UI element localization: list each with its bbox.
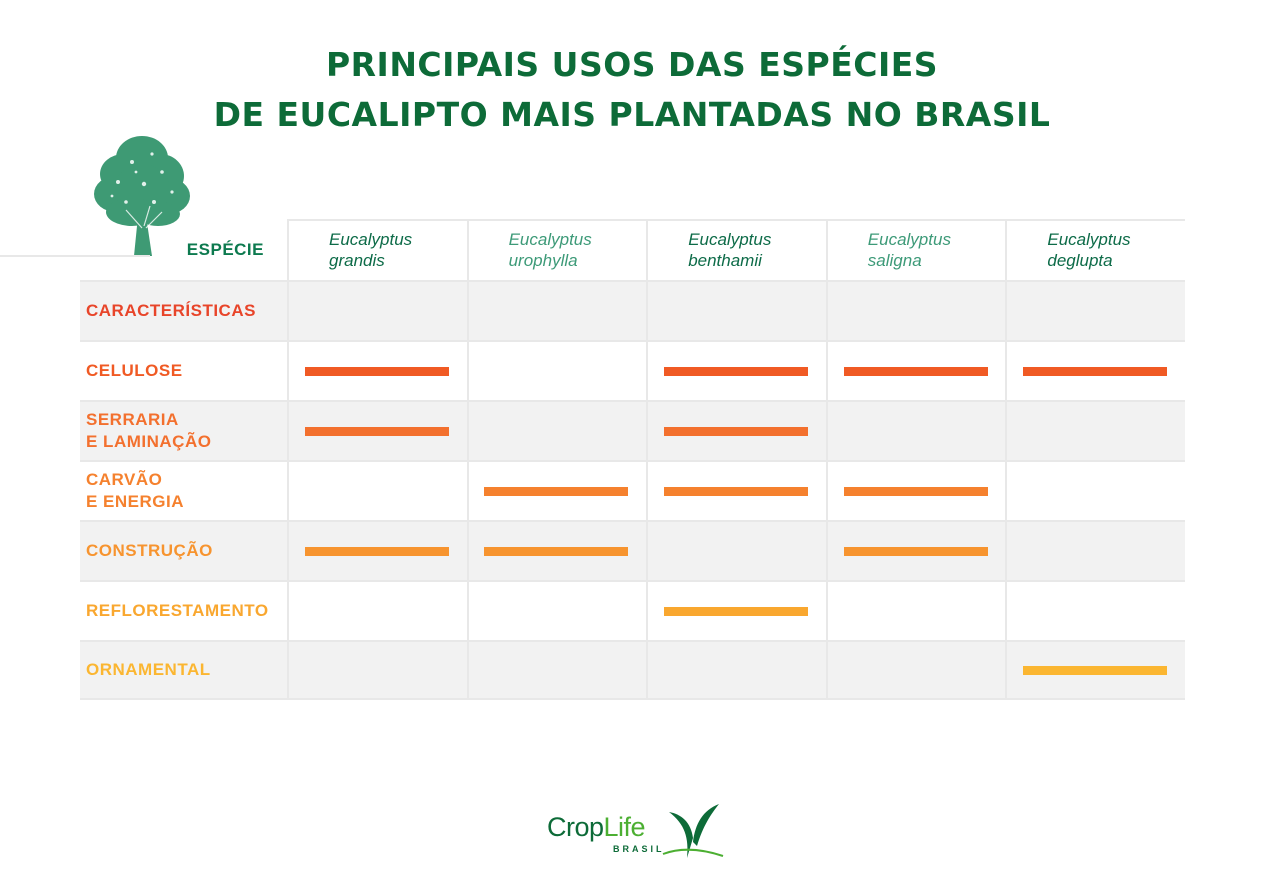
usage-bar [663, 426, 808, 436]
usage-bar [663, 366, 808, 376]
usage-bar [484, 486, 629, 496]
table-cell [1005, 462, 1185, 520]
table-cell [287, 642, 467, 698]
table-cell [287, 462, 467, 520]
usage-bar [663, 486, 808, 496]
row-label: CONSTRUÇÃO [86, 541, 213, 560]
table-cell [466, 342, 647, 400]
table-cell [1005, 342, 1185, 400]
page-title: PRINCIPAIS USOS DAS ESPÉCIES DE EUCALIPT… [0, 40, 1264, 140]
table-cell [466, 642, 647, 698]
species-genus: Eucalyptus [508, 230, 592, 249]
species-name: deglupta [1047, 251, 1113, 270]
table-cell [287, 342, 467, 400]
species-name: urophylla [508, 251, 578, 270]
table-cell [825, 282, 1006, 340]
usage-bar [304, 426, 449, 436]
species-genus: Eucalyptus [329, 230, 413, 249]
table-cell [287, 582, 467, 640]
table-cell [1005, 522, 1185, 580]
species-header-deglupta: Eucalyptus deglupta [1005, 221, 1185, 280]
species-header-saligna: Eucalyptus saligna [825, 221, 1006, 280]
table-cell [825, 402, 1006, 460]
row-label: REFLORESTAMENTO [86, 601, 269, 620]
table-cell [646, 402, 826, 460]
species-name: benthamii [688, 251, 762, 270]
table-cell [646, 582, 826, 640]
table-cell [1005, 402, 1185, 460]
title-line-2: DE EUCALIPTO MAIS PLANTADAS NO BRASIL [213, 95, 1051, 134]
table-cell [646, 642, 826, 698]
table-cell [1005, 582, 1185, 640]
table-cell [287, 282, 467, 340]
table-cell [825, 342, 1006, 400]
usage-bar [484, 546, 629, 556]
croplife-logo: CropLife BRASIL [545, 798, 725, 864]
logo-subtitle: BRASIL [613, 844, 665, 854]
table-cell [287, 402, 467, 460]
table-row: CARVÃO E ENERGIA [80, 460, 1185, 520]
usage-bar [663, 606, 808, 616]
table-cell [825, 642, 1006, 698]
table-cell [466, 582, 647, 640]
table-cell [287, 522, 467, 580]
table-cell [466, 402, 647, 460]
table-cell [825, 582, 1006, 640]
species-name: saligna [867, 251, 922, 270]
tree-icon [94, 136, 190, 256]
decorative-divider [0, 255, 150, 257]
table-cell [646, 522, 826, 580]
table-header-row: ESPÉCIE Eucalyptus grandis Eucalyptus uroph… [187, 219, 1185, 280]
species-header-urophylla: Eucalyptus urophylla [466, 221, 647, 280]
row-label: CELULOSE [86, 361, 183, 380]
usage-bar [843, 366, 988, 376]
table-cell [466, 462, 647, 520]
species-genus: Eucalyptus [1047, 230, 1131, 249]
table-row: CONSTRUÇÃO [80, 520, 1185, 580]
table-cell [466, 282, 647, 340]
table-row: SERRARIA E LAMINAÇÃO [80, 400, 1185, 460]
species-genus: Eucalyptus [867, 230, 951, 249]
table-cell [646, 282, 826, 340]
row-label: ORNAMENTAL [86, 660, 211, 679]
table-row: ORNAMENTAL [80, 640, 1185, 700]
table-row: REFLORESTAMENTO [80, 580, 1185, 640]
row-label: SERRARIA E LAMINAÇÃO [86, 410, 212, 451]
table-cell [825, 522, 1006, 580]
usage-bar [1023, 366, 1168, 376]
table-cell [1005, 282, 1185, 340]
species-header-benthamii: Eucalyptus benthamii [646, 221, 826, 280]
title-line-1: PRINCIPAIS USOS DAS ESPÉCIES [325, 45, 939, 84]
logo-wordmark: CropLife [547, 812, 646, 842]
usage-bar [304, 546, 449, 556]
usage-bar [1023, 665, 1168, 675]
row-label: CARVÃO E ENERGIA [86, 470, 185, 511]
table-cell [466, 522, 647, 580]
species-uses-table: ESPÉCIE Eucalyptus grandis Eucalyptus uroph… [80, 219, 1185, 700]
table-row: CELULOSE [80, 340, 1185, 400]
table-cell [825, 462, 1006, 520]
species-header-grandis: Eucalyptus grandis [287, 221, 467, 280]
table-cell [646, 462, 826, 520]
usage-bar [843, 546, 988, 556]
table-cell [646, 342, 826, 400]
species-name: grandis [329, 251, 385, 270]
sprout-icon [662, 804, 724, 858]
usage-bar [843, 486, 988, 496]
species-header-label: ESPÉCIE [186, 240, 264, 259]
row-label: CARACTERÍSTICAS [86, 301, 256, 320]
table-row: CARACTERÍSTICAS [80, 280, 1185, 340]
table-cell [1005, 642, 1185, 698]
usage-bar [304, 366, 449, 376]
species-genus: Eucalyptus [688, 230, 772, 249]
